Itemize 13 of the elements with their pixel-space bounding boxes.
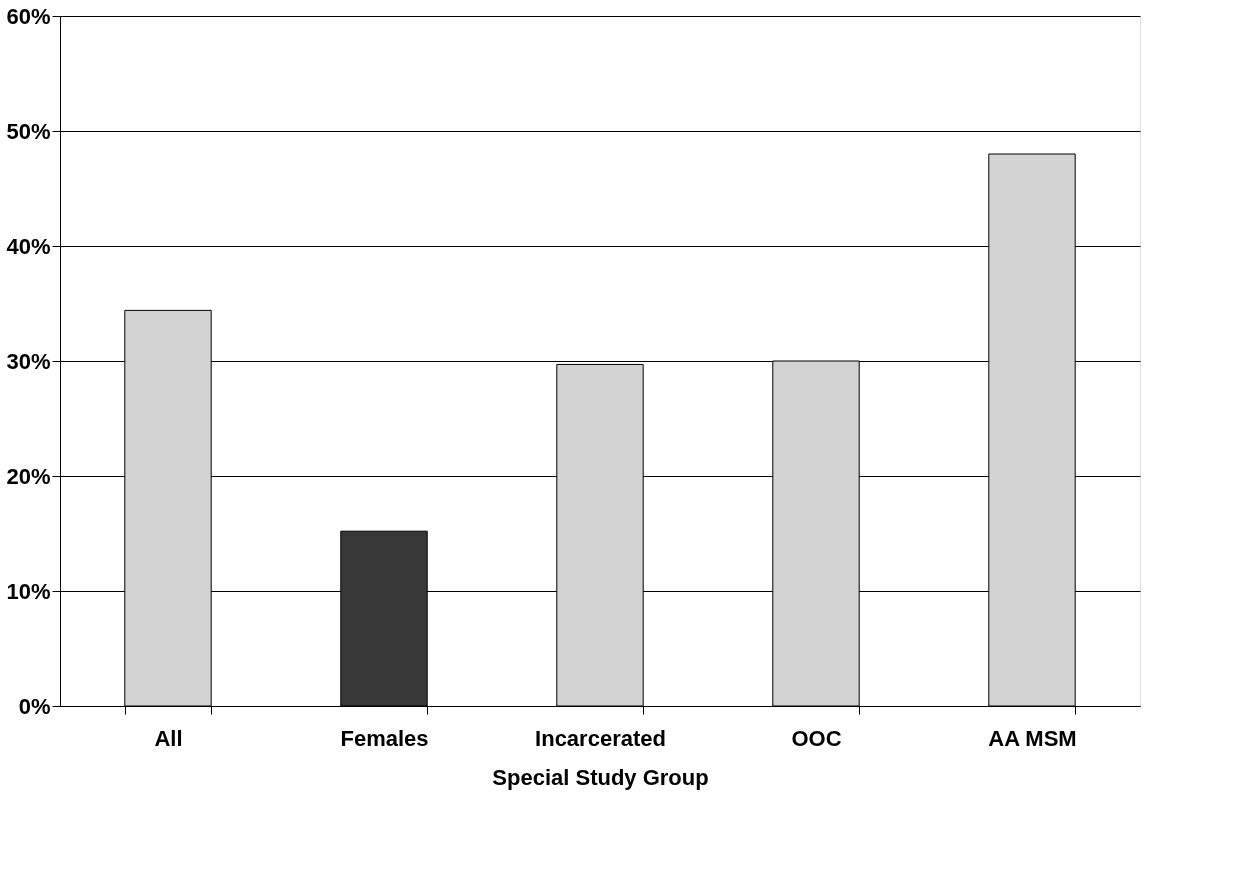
x-tick-label: OOC: [791, 725, 842, 751]
y-tick-label: 10%: [6, 578, 51, 604]
x-tick-label: Incarcerated: [535, 725, 666, 751]
y-tick-label: 40%: [6, 233, 51, 259]
y-tick-label: 60%: [6, 3, 51, 29]
y-tick-label: 20%: [6, 463, 51, 489]
y-tick-label: 30%: [6, 348, 51, 374]
x-axis-title: Special Study Group: [492, 764, 709, 790]
x-tick-label: AA MSM: [988, 725, 1077, 751]
x-tick-label: All: [154, 725, 183, 751]
x-tick-label: Females: [340, 725, 429, 751]
y-tick-label: 50%: [6, 118, 51, 144]
y-tick-label: 0%: [18, 693, 51, 719]
